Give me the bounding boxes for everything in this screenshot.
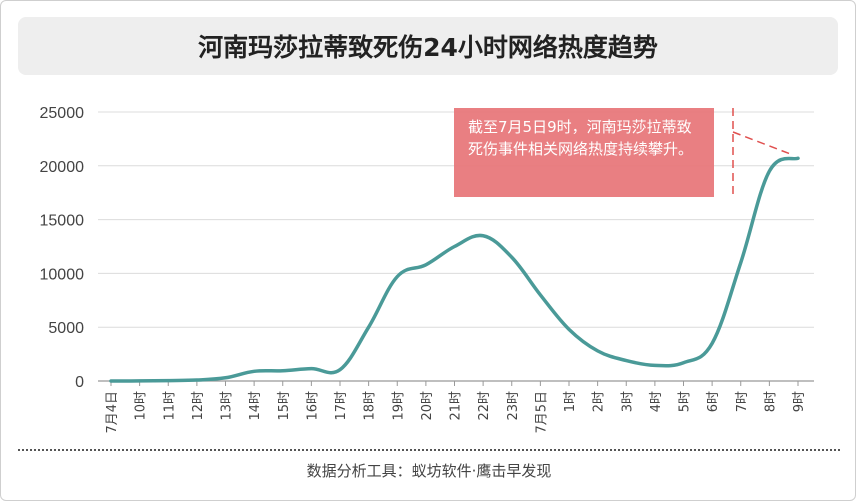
x-tick-label: 7时: [735, 391, 750, 412]
x-tick-label: 9时: [792, 391, 807, 412]
series-line: [109, 156, 800, 383]
x-tick-label: 7月4日: [105, 391, 120, 434]
annotation-pointer: [732, 131, 794, 156]
y-tick-label: 0: [75, 374, 84, 391]
x-tick-label: 12时: [191, 391, 206, 421]
y-tick-label: 5000: [48, 320, 84, 337]
y-tick-label: 20000: [40, 159, 85, 176]
x-tick-label: 4时: [649, 391, 664, 412]
x-tick-label: 8时: [763, 391, 778, 412]
chart-title-bar: 河南玛莎拉蒂致死伤24小时网络热度趋势: [18, 17, 838, 75]
x-tick-label: 1时: [563, 391, 578, 412]
chart-title: 河南玛莎拉蒂致死伤24小时网络热度趋势: [198, 33, 658, 62]
annotation-layer: [732, 108, 794, 197]
x-tick-label: 5时: [678, 391, 693, 412]
x-tick-label: 15时: [277, 391, 292, 421]
x-tick-label: 3时: [620, 391, 635, 412]
annotation-callout: 截至7月5日9时，河南玛莎拉蒂致死伤事件相关网络热度持续攀升。: [454, 108, 714, 197]
x-tick-label: 22时: [477, 391, 492, 421]
x-tick-label: 7月5日: [534, 391, 549, 434]
x-tick-label: 23时: [506, 391, 521, 421]
x-tick-label: 20时: [420, 391, 435, 421]
x-tick-label: 10时: [134, 391, 149, 421]
x-tick-label: 14时: [248, 391, 263, 421]
x-tick-label: 17时: [334, 391, 349, 421]
x-tick-label: 13时: [220, 391, 235, 421]
x-tick-label: 6时: [706, 391, 721, 412]
x-tick-label: 18时: [363, 391, 378, 421]
x-tick-label: 21时: [449, 391, 464, 421]
x-axis-ticks: 7月4日 10时 11时 12时 13时 14时 15时 16时 17时 18时 19时 20时 21时…: [105, 381, 807, 434]
source-text: 数据分析工具：蚁坊软件·鹰击早发现: [306, 462, 552, 480]
x-tick-label: 11时: [162, 391, 177, 421]
source-footer: 数据分析工具：蚁坊软件·鹰击早发现: [0, 460, 858, 481]
y-tick-label: 10000: [40, 266, 85, 283]
x-tick-label: 19时: [391, 391, 406, 421]
footer-divider: [18, 449, 840, 451]
annotation-text: 截至7月5日9时，河南玛莎拉蒂致死伤事件相关网络热度持续攀升。: [468, 118, 694, 158]
x-tick-label: 16时: [305, 391, 320, 421]
x-tick-label: 2时: [592, 391, 607, 412]
y-tick-label: 15000: [40, 213, 85, 230]
y-axis-ticks: 0 5000 10000 15000 20000 25000: [40, 105, 85, 391]
y-tick-label: 25000: [40, 105, 85, 122]
